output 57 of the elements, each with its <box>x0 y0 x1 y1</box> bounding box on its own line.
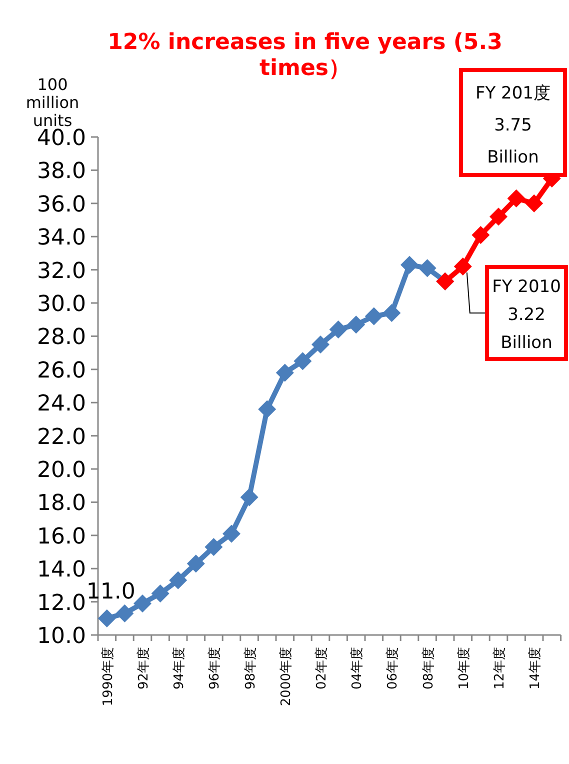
x-tick-label: 94年度 <box>171 647 188 690</box>
x-tick-label: 96年度 <box>206 647 223 690</box>
y-tick-label: 12.0 <box>37 590 86 616</box>
x-tick-label: 98年度 <box>242 647 258 690</box>
x-tick-label: 92年度 <box>136 647 152 690</box>
annotation: FY 201度 3.75 Billion <box>475 84 551 168</box>
point <box>294 352 312 370</box>
point <box>364 307 383 326</box>
data-label: 11.0 <box>86 579 136 604</box>
y-tick-label: 34.0 <box>37 226 86 251</box>
y-tick-label: 38.0 <box>37 159 86 184</box>
y-tick-label: 30.0 <box>37 292 86 317</box>
point <box>525 194 544 212</box>
x-tick-label: 12年度 <box>492 647 508 690</box>
y-tick-label: 18.0 <box>37 491 86 516</box>
point <box>116 604 134 622</box>
point <box>240 488 258 506</box>
y-tick-label: 24.0 <box>37 392 86 417</box>
point <box>382 304 401 322</box>
x-tick-label: 08年度 <box>420 647 436 690</box>
y-tick-label: 10.0 <box>37 624 86 649</box>
y-tick-label: 16.0 <box>37 524 86 550</box>
x-tick-label: 2000年度 <box>278 647 294 706</box>
point <box>454 257 472 276</box>
annotation: FY 2010 3.22 Billion <box>466 265 568 361</box>
x-tick-label: 14年度 <box>527 647 544 690</box>
y-tick-label: 14.0 <box>37 558 86 583</box>
x-tick-label: 06年度 <box>384 647 401 690</box>
point <box>186 554 205 573</box>
point <box>134 594 152 612</box>
point <box>472 226 490 244</box>
x-tick-label: 1990年度 <box>100 647 116 706</box>
point <box>222 524 240 543</box>
annotation: FY 2010 3.22 Billion <box>492 277 561 353</box>
point <box>312 336 330 354</box>
x-tick-label: 04年度 <box>349 647 366 690</box>
point <box>258 400 276 418</box>
y-tick-label: 32.0 <box>37 258 86 284</box>
y-tick-label: 28.0 <box>37 325 86 350</box>
point <box>418 259 436 278</box>
point <box>151 584 170 602</box>
point <box>204 538 223 556</box>
x-tick-label: 02年度 <box>314 647 330 690</box>
y-tick-label: 22.0 <box>37 424 86 450</box>
point <box>329 320 348 339</box>
point <box>400 256 418 274</box>
x-tick-label: 10年度 <box>456 647 472 690</box>
annotation: FY 201度 3.75 Billion <box>459 68 567 177</box>
point <box>276 364 294 382</box>
point <box>169 571 188 590</box>
y-tick-label: 20.0 <box>37 458 86 483</box>
point <box>490 208 508 226</box>
point <box>98 609 116 628</box>
y-tick-label: 26.0 <box>37 358 86 384</box>
point <box>347 316 366 334</box>
y-tick-label: 36.0 <box>37 192 86 218</box>
point <box>507 189 526 208</box>
